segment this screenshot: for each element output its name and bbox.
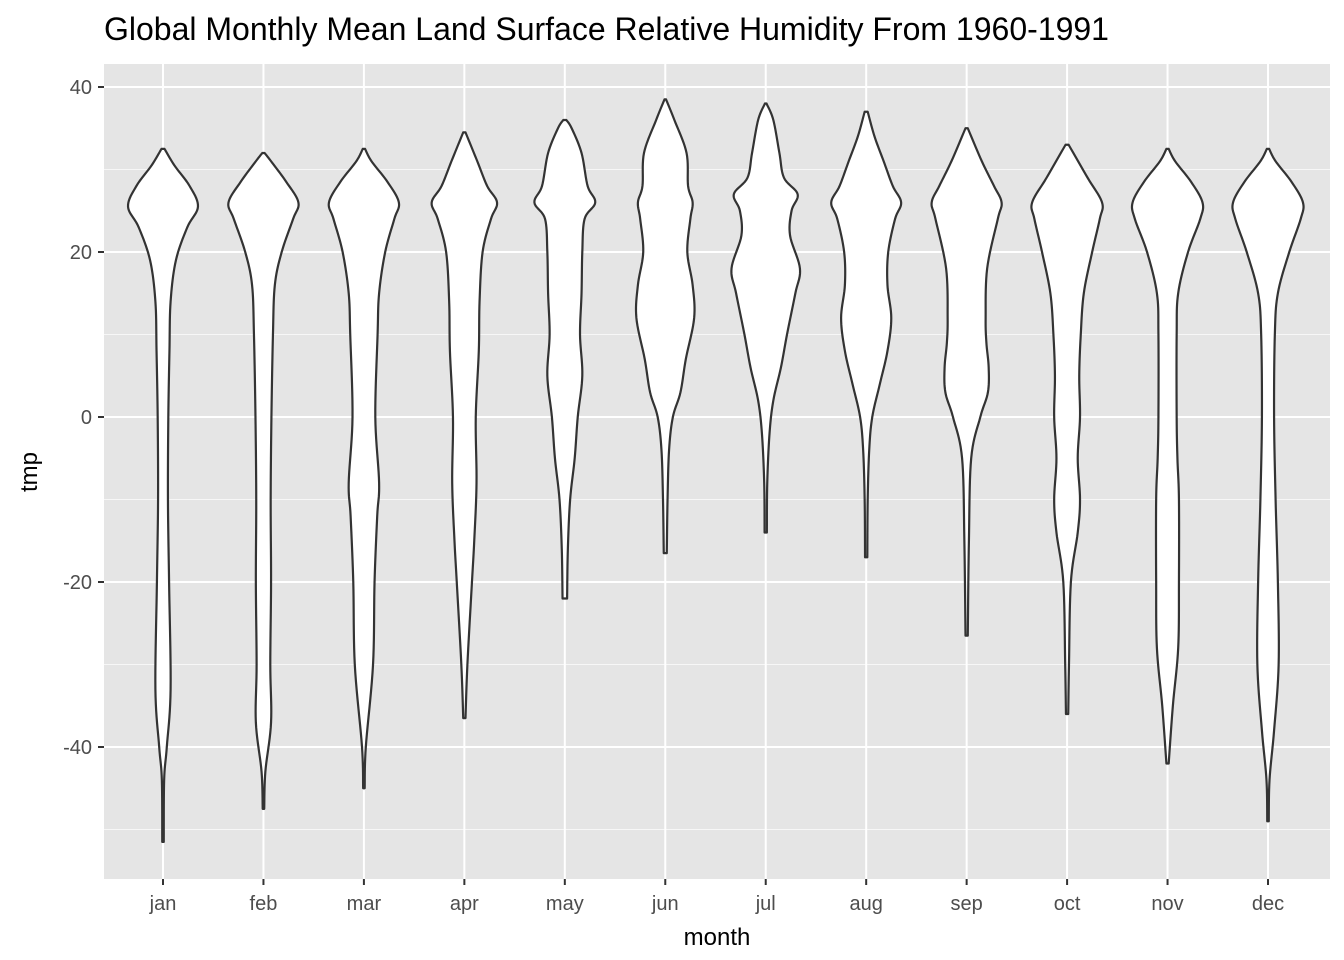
y-tick-label: 0	[81, 407, 92, 429]
x-tick-label: apr	[450, 893, 479, 915]
violin-jun	[634, 98, 696, 555]
violin-apr	[430, 131, 499, 720]
x-axis-title: month	[684, 924, 751, 951]
violin-nov	[1130, 147, 1205, 765]
x-tick-label: mar	[347, 893, 382, 915]
violin-jul	[730, 102, 802, 534]
x-tick-label: jun	[651, 893, 679, 915]
x-tick-label: oct	[1054, 893, 1081, 915]
violin-aug	[830, 110, 903, 559]
y-tick-label: 20	[70, 242, 92, 264]
chart-title: Global Monthly Mean Land Surface Relativ…	[104, 11, 1109, 47]
plot-panel	[104, 64, 1330, 879]
violin-jan	[126, 147, 200, 843]
x-tick-label: sep	[951, 893, 983, 915]
violins	[126, 98, 1305, 843]
x-tick-label: jul	[755, 893, 776, 915]
violin-dec	[1231, 147, 1305, 823]
y-tick-label: -40	[63, 737, 92, 759]
violin-mar	[327, 147, 401, 790]
y-tick-label: 40	[70, 77, 92, 99]
violin-may	[533, 118, 597, 600]
x-tick-label: may	[546, 893, 584, 915]
x-tick-label: dec	[1252, 893, 1284, 915]
x-tick-label: feb	[250, 893, 278, 915]
x-tick-label: jan	[149, 893, 177, 915]
x-tick-label: nov	[1151, 893, 1183, 915]
x-axis: jan feb mar apr may jun jul aug sep oct nov dec	[149, 879, 1284, 915]
violin-oct	[1030, 143, 1104, 716]
y-axis: -40 -20 0 20 40	[63, 77, 104, 759]
violin-sep	[930, 127, 1003, 637]
violin-feb	[227, 151, 300, 810]
y-tick-label: -20	[63, 572, 92, 594]
y-axis-title: tmp	[16, 452, 43, 492]
x-tick-label: aug	[849, 893, 882, 915]
